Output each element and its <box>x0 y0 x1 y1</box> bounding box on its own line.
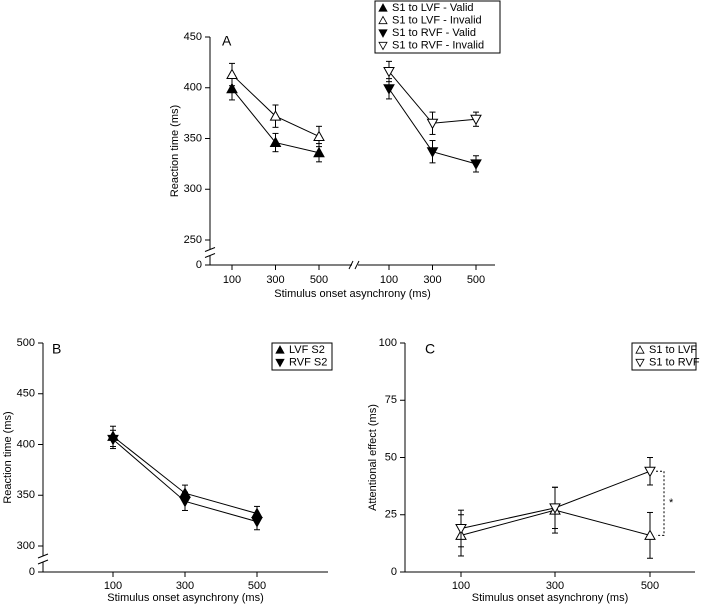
y-tick-label: 350 <box>17 489 35 501</box>
y-tick-label: 25 <box>385 509 397 521</box>
y-tick-label: 300 <box>17 540 35 552</box>
axis-break <box>348 260 354 270</box>
x-tick-label: 300 <box>546 580 564 592</box>
legend-marker <box>275 358 285 368</box>
legend-box <box>374 0 501 54</box>
marker <box>470 159 482 170</box>
y-tick-label: 450 <box>184 31 202 43</box>
legend-label: S1 to RVF - Invalid <box>392 39 484 51</box>
axis-break <box>37 559 49 565</box>
marker <box>313 146 325 158</box>
y-tick-label: 400 <box>17 438 35 450</box>
x-tick-label: 500 <box>248 580 266 592</box>
x-tick-label: 300 <box>423 274 441 286</box>
y-tick-label: 250 <box>184 234 202 246</box>
x-axis-label: Stimulus onset asynchrony (ms) <box>472 592 629 604</box>
x-tick-label: 100 <box>223 274 241 286</box>
legend-label: S1 to LVF - Valid <box>392 2 474 14</box>
x-tick-label: 300 <box>266 274 284 286</box>
annotation: * <box>669 497 674 509</box>
legend-marker <box>378 15 388 25</box>
panel-label: B <box>52 341 61 357</box>
marker <box>455 523 467 535</box>
legend-label: S1 to LVF - Invalid <box>392 14 482 26</box>
legend-marker <box>635 345 645 354</box>
marker <box>226 82 238 94</box>
x-tick-label: 100 <box>104 580 122 592</box>
marker <box>549 503 561 514</box>
x-axis-label: Stimulus onset asynchrony (ms) <box>274 288 431 300</box>
x-tick-label: 500 <box>467 274 485 286</box>
legend-marker <box>378 29 388 38</box>
y-tick-label: 350 <box>184 132 202 144</box>
legend-marker <box>378 41 388 51</box>
x-tick-label: 500 <box>641 580 659 592</box>
legend-label: RVF S2 <box>289 356 327 368</box>
legend-box <box>631 342 697 371</box>
y-axis-label: Attentional effect (ms) <box>367 404 379 511</box>
x-axis-label: Stimulus onset asynchrony (ms) <box>107 592 264 604</box>
legend-label: S1 to LVF <box>649 344 697 356</box>
y-tick-label: 75 <box>385 394 397 406</box>
axis-break-gap <box>205 249 215 256</box>
y-tick-label: 500 <box>17 337 35 349</box>
legend-box <box>271 342 333 371</box>
marker <box>470 114 482 126</box>
y-tick-label: 0 <box>391 566 397 578</box>
axis-break <box>354 260 360 270</box>
marker <box>269 110 282 121</box>
y-tick-label: 300 <box>184 183 202 195</box>
x-tick-label: 300 <box>176 580 194 592</box>
y-tick-label: 100 <box>379 337 397 349</box>
y-tick-label: 450 <box>17 388 35 400</box>
panel-label: A <box>222 33 232 49</box>
marker <box>383 84 395 95</box>
panel-label: C <box>425 341 435 357</box>
marker <box>107 434 119 446</box>
y-axis-label: Reaction time (ms) <box>169 105 181 197</box>
y-axis-label: Reaction time (ms) <box>2 411 14 503</box>
marker <box>251 517 263 528</box>
legend-label: S1 to RVF <box>649 356 700 368</box>
legend-label: LVF S2 <box>289 344 325 356</box>
axis-break <box>204 253 216 258</box>
marker <box>644 466 656 478</box>
y-tick-label: 400 <box>184 82 202 94</box>
significance-bracket <box>656 470 665 536</box>
legend-marker <box>275 345 285 354</box>
x-tick-label: 100 <box>380 274 398 286</box>
marker <box>383 67 395 78</box>
x-tick-label: 100 <box>452 580 470 592</box>
marker <box>644 529 656 540</box>
legend-label: S1 to RVF - Valid <box>392 27 476 39</box>
y-tick-label: 50 <box>385 451 397 463</box>
marker <box>313 130 325 141</box>
marker <box>426 118 439 130</box>
marker <box>179 496 191 508</box>
axis-break <box>37 553 49 559</box>
axis-break <box>204 247 216 252</box>
marker <box>426 147 439 158</box>
axis-break-gap <box>38 556 48 562</box>
marker <box>226 68 238 80</box>
marker <box>269 136 282 148</box>
x-tick-label: 500 <box>310 274 328 286</box>
y-tick-label: 0 <box>196 259 202 271</box>
legend-marker <box>378 3 388 12</box>
legend-marker <box>635 358 645 368</box>
y-tick-label: 0 <box>29 566 35 578</box>
